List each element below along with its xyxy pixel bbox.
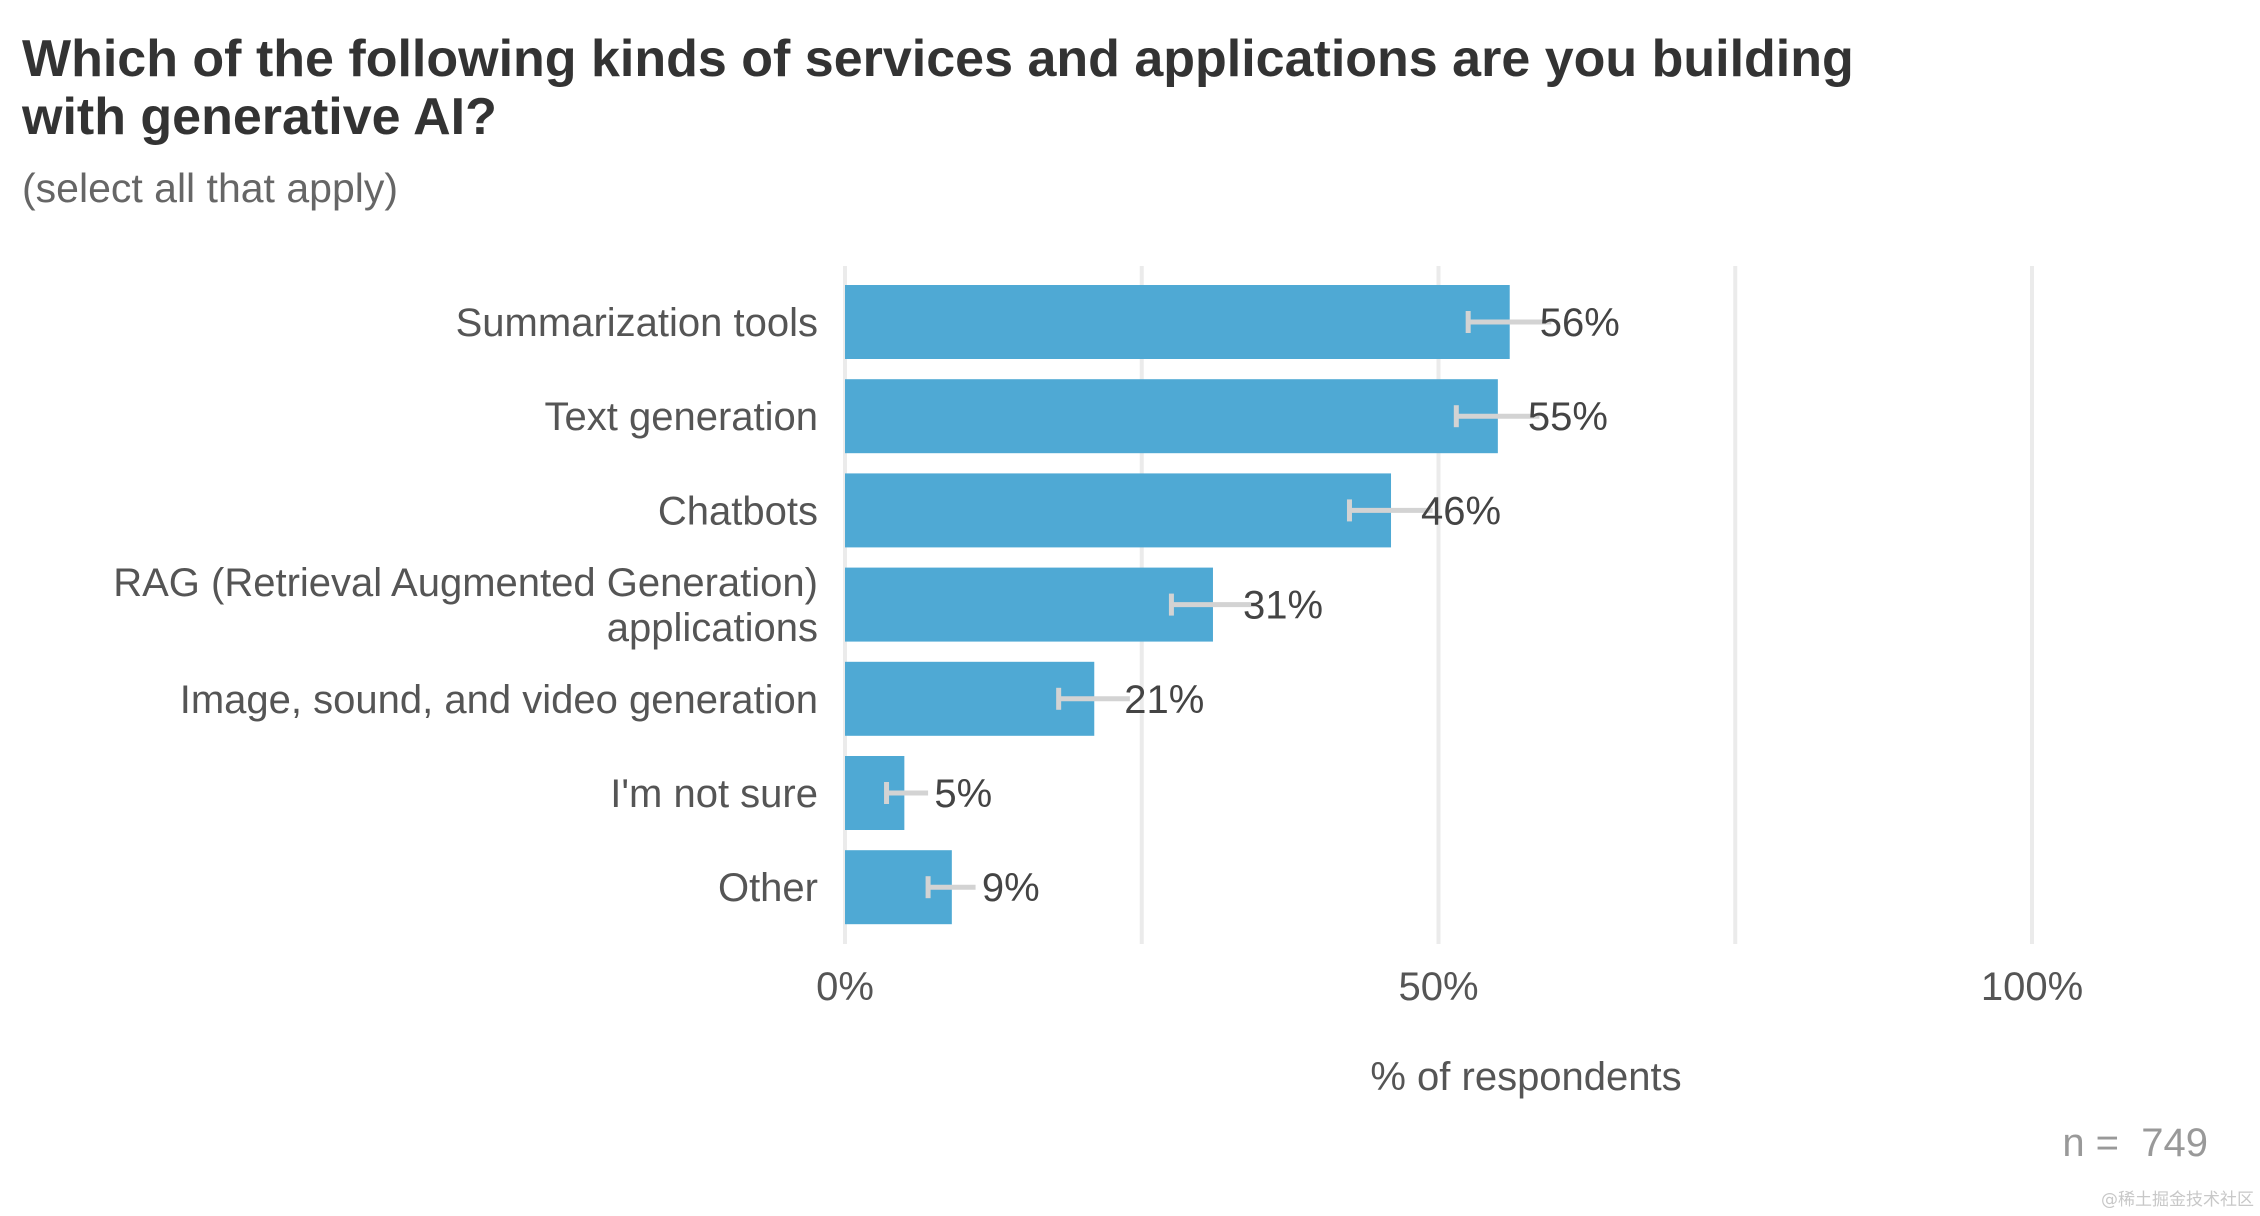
category-label: Chatbots xyxy=(658,489,818,533)
watermark: @稀土掘金技术社区 xyxy=(2101,1190,2254,1210)
x-tick-label: 0% xyxy=(816,965,874,1009)
x-tick-labels: 0% 50% 100% xyxy=(816,965,2083,1009)
bar xyxy=(845,379,1498,454)
gridlines xyxy=(843,266,2034,944)
data-labels: 56% 55% 46% 31% 21% 5% 9% xyxy=(934,301,1619,910)
x-tick-label: 50% xyxy=(1398,965,1478,1009)
data-label: 56% xyxy=(1540,301,1620,345)
category-label-line: Image, sound, and video generation xyxy=(180,678,818,722)
category-label-line: Text generation xyxy=(544,395,818,439)
category-label: Image, sound, and video generation xyxy=(180,678,818,722)
chart-subtitle: (select all that apply) xyxy=(22,165,399,211)
data-label: 21% xyxy=(1124,678,1204,722)
category-label: Text generation xyxy=(544,395,818,439)
category-label-line: Other xyxy=(718,866,818,910)
bar xyxy=(845,473,1392,548)
category-label: Summarization tools xyxy=(456,301,818,345)
data-label: 5% xyxy=(934,772,992,816)
category-label: I'm not sure xyxy=(610,772,818,816)
error-bars xyxy=(884,311,1552,899)
x-tick-label: 100% xyxy=(1981,965,2083,1009)
category-label-line: applications xyxy=(607,606,818,650)
category-label: RAG (Retrieval Augmented Generation) appl… xyxy=(113,561,818,650)
bar xyxy=(845,661,1095,736)
bar xyxy=(845,285,1510,359)
category-label-line: Summarization tools xyxy=(456,301,818,345)
bar xyxy=(845,567,1213,642)
category-label: Other xyxy=(718,866,818,910)
chart-title: Which of the following kinds of services… xyxy=(22,30,1854,146)
data-label: 55% xyxy=(1528,395,1608,439)
data-label: 46% xyxy=(1421,489,1501,533)
category-label-line: RAG (Retrieval Augmented Generation) xyxy=(113,561,818,605)
bars xyxy=(845,285,1510,925)
data-label: 31% xyxy=(1243,584,1323,628)
category-label-line: Chatbots xyxy=(658,489,818,533)
category-labels: Summarization tools Text generation Chatbo… xyxy=(113,301,818,910)
category-label-line: I'm not sure xyxy=(610,772,818,816)
x-axis-title: % of respondents xyxy=(1370,1055,1681,1099)
sample-size-note: n = 749 xyxy=(2062,1121,2208,1165)
data-label: 9% xyxy=(982,866,1040,910)
